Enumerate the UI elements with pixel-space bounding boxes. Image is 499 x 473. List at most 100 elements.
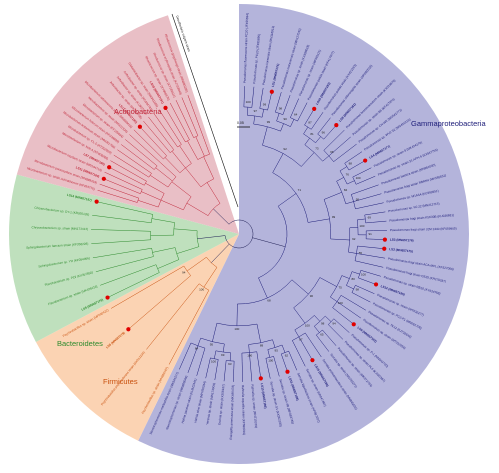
internal-branch (130, 230, 151, 232)
isolate-marker-dot (126, 327, 131, 332)
internal-branch (212, 323, 218, 342)
bootstrap-value: 84 (195, 347, 199, 351)
internal-branch (307, 218, 330, 223)
internal-branch (163, 265, 185, 279)
leaf-branch (362, 262, 384, 268)
internal-branch (360, 270, 368, 273)
leaf-branch (113, 154, 142, 173)
leaf-branch (91, 240, 131, 244)
internal-branch (323, 192, 342, 200)
bootstrap-value: 100 (247, 354, 252, 358)
bootstrap-value: 87 (299, 337, 303, 341)
internal-branch (194, 345, 199, 354)
internal-branch (351, 191, 360, 195)
internal-branch (333, 156, 341, 162)
internal-branch (128, 199, 138, 203)
leaf-branch (92, 214, 132, 221)
internal-branch (311, 123, 316, 130)
leaf-branch (110, 277, 164, 309)
internal-branch (272, 153, 284, 173)
internal-branch (315, 136, 321, 143)
internal-branch (316, 334, 321, 341)
bootstrap-value: 99 (263, 102, 267, 106)
isolate-marker-dot (285, 369, 290, 374)
leaf-branch (107, 166, 137, 182)
internal-branch (365, 222, 373, 224)
leaf-branch (267, 365, 271, 379)
internal-branch (330, 238, 350, 241)
internal-branch (160, 199, 184, 211)
internal-branch (322, 155, 330, 162)
leaf-branch (175, 99, 190, 130)
leaf-branch (326, 335, 337, 346)
leaf-branch (164, 105, 182, 135)
tree-branches (91, 86, 387, 382)
internal-branch (152, 247, 176, 253)
internal-branch (328, 150, 336, 157)
internal-branch (319, 277, 337, 287)
internal-branch (195, 136, 205, 157)
internal-branch (164, 145, 171, 153)
internal-branch (141, 191, 162, 201)
leaf-branch (249, 360, 253, 382)
bootstrap-value: 91 (369, 232, 373, 236)
clade-label-firmicutes: Firmicutes (103, 377, 138, 386)
internal-branch (330, 296, 338, 302)
internal-branch (277, 193, 297, 207)
leaf-branch (277, 92, 282, 106)
internal-branch (206, 182, 221, 204)
clade-sector-gammaproteobacteria (138, 4, 470, 464)
internal-branch (131, 219, 152, 224)
internal-branch (346, 285, 354, 290)
bootstrap-value: 100 (361, 272, 366, 276)
leaf-branch (92, 251, 132, 259)
leaf-branch (292, 98, 299, 112)
internal-branch (216, 359, 219, 367)
leaf-branch (233, 368, 235, 382)
internal-branch (358, 277, 366, 281)
leaf-branch (339, 143, 357, 157)
bootstrap-value: 92 (352, 237, 356, 241)
bootstrap-value: 75 (339, 285, 343, 289)
internal-branch (185, 131, 190, 140)
internal-branch (256, 324, 261, 343)
internal-branch (171, 181, 192, 197)
leaf-branch (205, 364, 210, 379)
leaf-branch (196, 355, 203, 376)
internal-branch (249, 352, 251, 361)
leaf-branch (223, 367, 226, 382)
bootstrap-value: 95 (275, 348, 279, 352)
internal-branch (353, 199, 362, 202)
bootstrap-value: 87 (308, 121, 312, 125)
internal-branch (305, 332, 310, 340)
leaf-branch (100, 271, 138, 286)
internal-branch (194, 127, 199, 136)
bootstrap-value: 100 (338, 301, 343, 305)
internal-branch (348, 251, 357, 254)
leaf-branch (97, 189, 129, 201)
leaf-branch (329, 129, 345, 145)
internal-branch (143, 167, 152, 174)
bootstrap-value: 68 (267, 299, 271, 303)
leaf-branch (94, 200, 134, 211)
bootstrap-value: 69 (368, 215, 372, 219)
internal-branch (173, 228, 198, 231)
clade-label-actinobacteria: Actinobacteria (114, 107, 162, 116)
internal-branch (179, 145, 192, 164)
bootstrap-value: 100 (359, 224, 364, 228)
bootstrap-value: 93 (228, 362, 232, 366)
leaf-branch (291, 357, 298, 371)
bootstrap-value: 99 (332, 215, 336, 219)
leaf-branch (358, 184, 379, 192)
leaf-branch (334, 136, 351, 151)
internal-branch (155, 167, 173, 182)
leaf-branch (358, 167, 372, 175)
internal-branch (256, 351, 259, 360)
internal-branch (189, 129, 194, 138)
isolate-label: LS2 (MN657175) (389, 247, 413, 253)
leaf-branch (367, 272, 381, 277)
leaf-branch (321, 117, 331, 129)
leaf-branch (372, 220, 387, 223)
internal-branch (290, 119, 295, 127)
leaf-branch (91, 229, 131, 231)
